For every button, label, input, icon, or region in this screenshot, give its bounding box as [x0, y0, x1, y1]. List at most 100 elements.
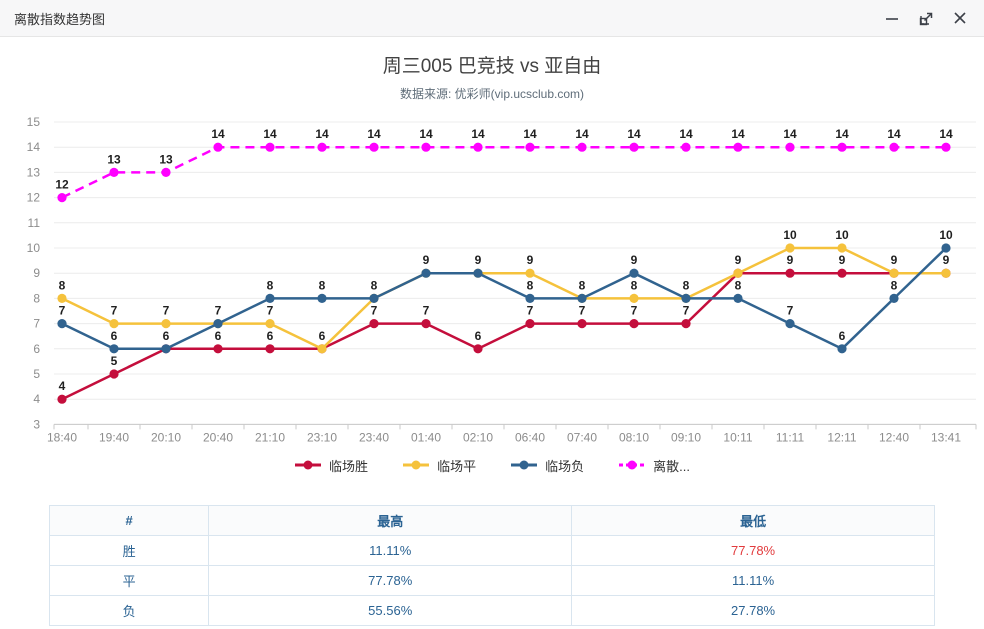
data-point-win[interactable]: [57, 394, 67, 404]
legend-label-win: 临场胜: [329, 458, 369, 474]
point-label: 4: [59, 379, 66, 393]
data-point-dispersion[interactable]: [733, 142, 743, 152]
titlebar: 离散指数趋势图: [0, 0, 984, 37]
data-point-lose[interactable]: [265, 293, 275, 303]
y-axis-label: 9: [33, 266, 40, 280]
data-point-draw[interactable]: [265, 319, 275, 329]
point-label: 6: [839, 329, 846, 343]
data-point-lose[interactable]: [421, 268, 431, 278]
data-point-win[interactable]: [577, 319, 587, 329]
data-point-lose[interactable]: [629, 268, 639, 278]
data-point-win[interactable]: [213, 344, 223, 354]
legend-item-lose[interactable]: 临场负: [510, 456, 584, 475]
data-point-dispersion[interactable]: [265, 142, 275, 152]
point-label: 10: [783, 228, 797, 242]
table-row: 胜 11.11% 77.78%: [48, 535, 935, 566]
data-point-lose[interactable]: [525, 293, 535, 303]
data-point-dispersion[interactable]: [941, 142, 951, 152]
minimize-button[interactable]: [880, 6, 904, 30]
point-label: 7: [527, 304, 534, 318]
data-point-dispersion[interactable]: [889, 142, 899, 152]
data-point-lose[interactable]: [733, 293, 743, 303]
data-point-dispersion[interactable]: [317, 142, 327, 152]
legend-marker-dispersion: [619, 460, 646, 470]
data-point-lose[interactable]: [941, 243, 951, 253]
data-point-draw[interactable]: [837, 243, 847, 253]
data-point-draw[interactable]: [733, 268, 743, 278]
point-label: 9: [787, 253, 794, 267]
data-point-lose[interactable]: [213, 319, 223, 329]
data-point-win[interactable]: [369, 319, 379, 329]
data-point-lose[interactable]: [681, 293, 691, 303]
data-point-dispersion[interactable]: [369, 142, 379, 152]
point-label: 14: [315, 127, 329, 141]
data-point-draw[interactable]: [57, 293, 67, 303]
legend-item-win[interactable]: 临场胜: [294, 456, 368, 475]
data-point-win[interactable]: [265, 344, 275, 354]
maximize-button[interactable]: [914, 6, 938, 30]
data-point-lose[interactable]: [837, 344, 847, 354]
legend-item-dispersion[interactable]: 离散...: [618, 456, 690, 475]
data-point-lose[interactable]: [889, 293, 899, 303]
data-point-draw[interactable]: [317, 344, 327, 354]
data-point-draw[interactable]: [525, 268, 535, 278]
data-point-win[interactable]: [109, 369, 119, 379]
data-point-win[interactable]: [421, 319, 431, 329]
data-point-dispersion[interactable]: [681, 142, 691, 152]
data-point-dispersion[interactable]: [109, 167, 119, 177]
data-point-lose[interactable]: [57, 319, 67, 329]
data-point-win[interactable]: [473, 344, 483, 354]
point-label: 14: [679, 127, 693, 141]
data-point-dispersion[interactable]: [525, 142, 535, 152]
data-point-dispersion[interactable]: [473, 142, 483, 152]
data-point-lose[interactable]: [785, 319, 795, 329]
data-point-win[interactable]: [837, 268, 847, 278]
data-point-win[interactable]: [629, 319, 639, 329]
x-axis-label: 01:40: [411, 430, 441, 444]
data-point-dispersion[interactable]: [837, 142, 847, 152]
data-point-dispersion[interactable]: [421, 142, 431, 152]
data-point-dispersion[interactable]: [629, 142, 639, 152]
data-point-lose[interactable]: [369, 293, 379, 303]
x-axis-label: 12:40: [879, 430, 909, 444]
data-point-win[interactable]: [525, 319, 535, 329]
data-point-lose[interactable]: [109, 344, 119, 354]
data-point-lose[interactable]: [317, 293, 327, 303]
data-point-dispersion[interactable]: [577, 142, 587, 152]
table-row: 平 77.78% 11.11%: [48, 565, 935, 596]
close-button[interactable]: [948, 6, 972, 30]
data-point-dispersion[interactable]: [57, 193, 67, 203]
x-axis-label: 02:10: [463, 430, 493, 444]
point-label: 12: [55, 178, 69, 192]
data-point-lose[interactable]: [161, 344, 171, 354]
data-point-dispersion[interactable]: [213, 142, 223, 152]
close-icon: [954, 12, 966, 24]
point-label: 7: [267, 304, 274, 318]
data-point-dispersion[interactable]: [161, 167, 171, 177]
y-axis-label: 13: [27, 165, 41, 179]
legend-label-lose: 临场负: [545, 458, 585, 474]
series-line-draw: [61, 246, 946, 351]
row-label: 负: [48, 595, 210, 626]
data-point-win[interactable]: [681, 319, 691, 329]
data-point-lose[interactable]: [577, 293, 587, 303]
low-value: 77.78%: [571, 535, 935, 566]
data-point-draw[interactable]: [109, 319, 119, 329]
x-axis-label: 18:40: [47, 430, 77, 444]
legend-marker-draw: [403, 460, 430, 470]
point-label: 7: [423, 304, 430, 318]
data-point-win[interactable]: [785, 268, 795, 278]
point-label: 14: [835, 127, 849, 141]
data-point-draw[interactable]: [161, 319, 171, 329]
y-axis-label: 12: [27, 191, 41, 205]
data-point-draw[interactable]: [785, 243, 795, 253]
data-point-draw[interactable]: [941, 268, 951, 278]
data-point-lose[interactable]: [473, 268, 483, 278]
data-point-draw[interactable]: [629, 293, 639, 303]
point-label: 6: [475, 329, 482, 343]
legend-item-draw[interactable]: 临场平: [402, 456, 476, 475]
expand-icon: [919, 12, 932, 25]
data-point-draw[interactable]: [889, 268, 899, 278]
data-point-dispersion[interactable]: [785, 142, 795, 152]
stats-table-wrap: # 最高 最低 胜 11.11% 77.78% 平 77.78% 11.11% …: [0, 505, 984, 626]
